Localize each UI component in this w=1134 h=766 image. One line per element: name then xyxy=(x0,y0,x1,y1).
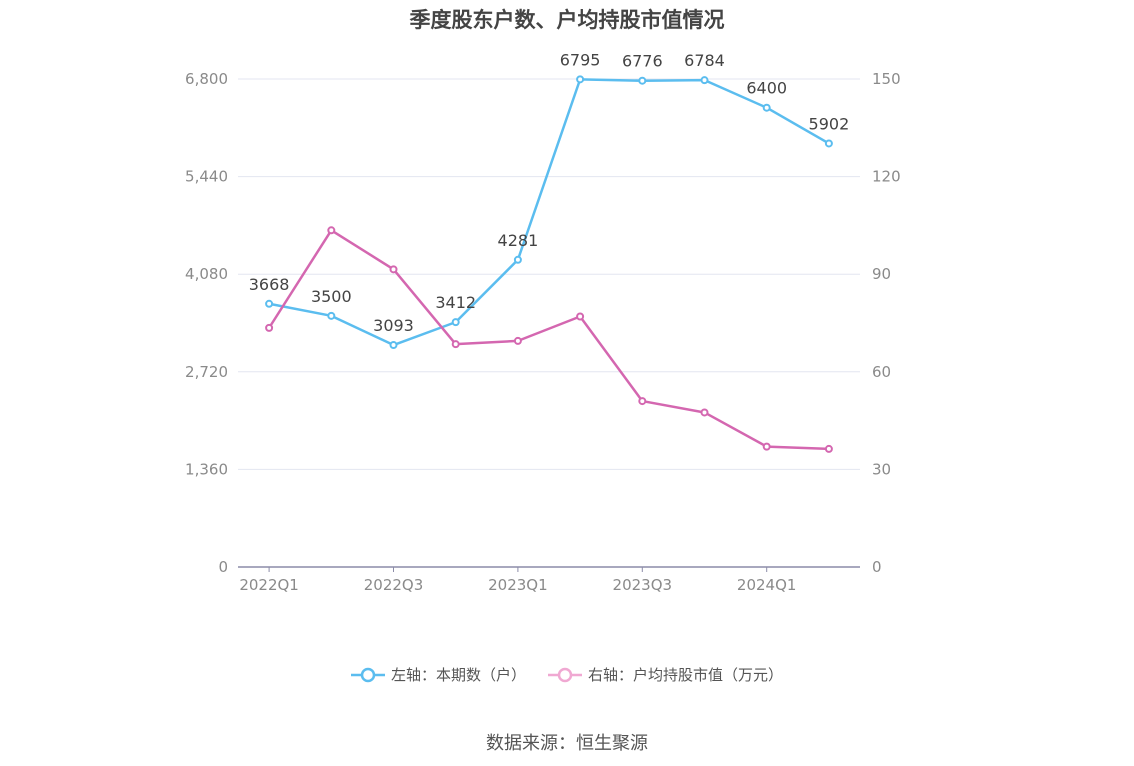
data-point xyxy=(513,336,522,345)
data-point xyxy=(327,311,336,320)
data-point xyxy=(824,444,833,453)
legend: 左轴：本期数（户） 右轴：户均持股市值（万元） xyxy=(0,664,1134,685)
data-point xyxy=(389,341,398,350)
legend-item-holders[interactable]: 左轴：本期数（户） xyxy=(350,664,526,685)
legend-label-holders: 左轴：本期数（户） xyxy=(390,666,526,684)
right-axis-tick-label: 60 xyxy=(872,363,891,381)
legend-item-avg-value[interactable]: 右轴：户均持股市值（万元） xyxy=(548,664,783,685)
chart-title: 季度股东户数、户均持股市值情况 xyxy=(409,8,725,32)
left-axis-tick-label: 2,720 xyxy=(185,363,228,381)
data-point xyxy=(451,340,460,349)
right-axis-tick-label: 90 xyxy=(872,265,891,283)
x-axis-tick-label: 2022Q1 xyxy=(239,576,299,594)
data-point xyxy=(762,103,771,112)
data-label: 6784 xyxy=(684,51,725,70)
data-label: 6795 xyxy=(560,50,601,69)
data-label: 3668 xyxy=(249,275,290,294)
series-line-1 xyxy=(268,229,829,451)
data-point xyxy=(513,255,522,264)
data-point xyxy=(638,76,647,85)
data-point xyxy=(576,75,585,84)
right-axis-tick-label: 150 xyxy=(872,70,901,88)
data-point xyxy=(327,226,336,235)
data-point xyxy=(576,312,585,321)
legend-marker-pink-icon xyxy=(548,667,582,682)
data-label: 3412 xyxy=(435,293,476,312)
right-axis-tick-label: 120 xyxy=(872,168,901,186)
data-label: 5902 xyxy=(809,114,850,133)
data-label: 3500 xyxy=(311,287,352,306)
left-axis-tick-label: 5,440 xyxy=(185,168,228,186)
data-source: 数据来源：恒生聚源 xyxy=(486,733,648,754)
data-label: 3093 xyxy=(373,316,414,335)
right-axis-tick-label: 30 xyxy=(872,460,891,478)
data-label: 6400 xyxy=(746,79,787,98)
legend-label-avg-value: 右轴：户均持股市值（万元） xyxy=(588,666,784,684)
data-point xyxy=(700,408,709,417)
data-point xyxy=(265,299,274,308)
left-axis-tick-label: 0 xyxy=(218,558,228,576)
series-line-0 xyxy=(268,78,830,347)
left-axis-tick-label: 1,360 xyxy=(185,460,228,478)
x-axis-tick-label: 2023Q1 xyxy=(488,576,548,594)
data-label: 4281 xyxy=(498,231,539,250)
x-axis-tick-label: 2023Q3 xyxy=(613,576,673,594)
data-point xyxy=(638,397,647,406)
data-label: 6776 xyxy=(622,52,663,71)
data-point xyxy=(451,318,460,327)
legend-marker-blue-icon xyxy=(350,667,385,682)
data-point xyxy=(700,76,709,85)
right-axis-tick-label: 0 xyxy=(872,558,882,576)
data-point xyxy=(389,265,398,274)
data-point xyxy=(824,139,833,148)
x-axis-tick-label: 2022Q3 xyxy=(364,576,424,594)
left-axis-tick-label: 6,800 xyxy=(185,70,228,88)
data-point xyxy=(762,442,771,451)
x-axis-tick-label: 2024Q1 xyxy=(737,576,797,594)
left-axis-tick-label: 4,080 xyxy=(185,265,228,283)
data-point xyxy=(265,323,274,332)
